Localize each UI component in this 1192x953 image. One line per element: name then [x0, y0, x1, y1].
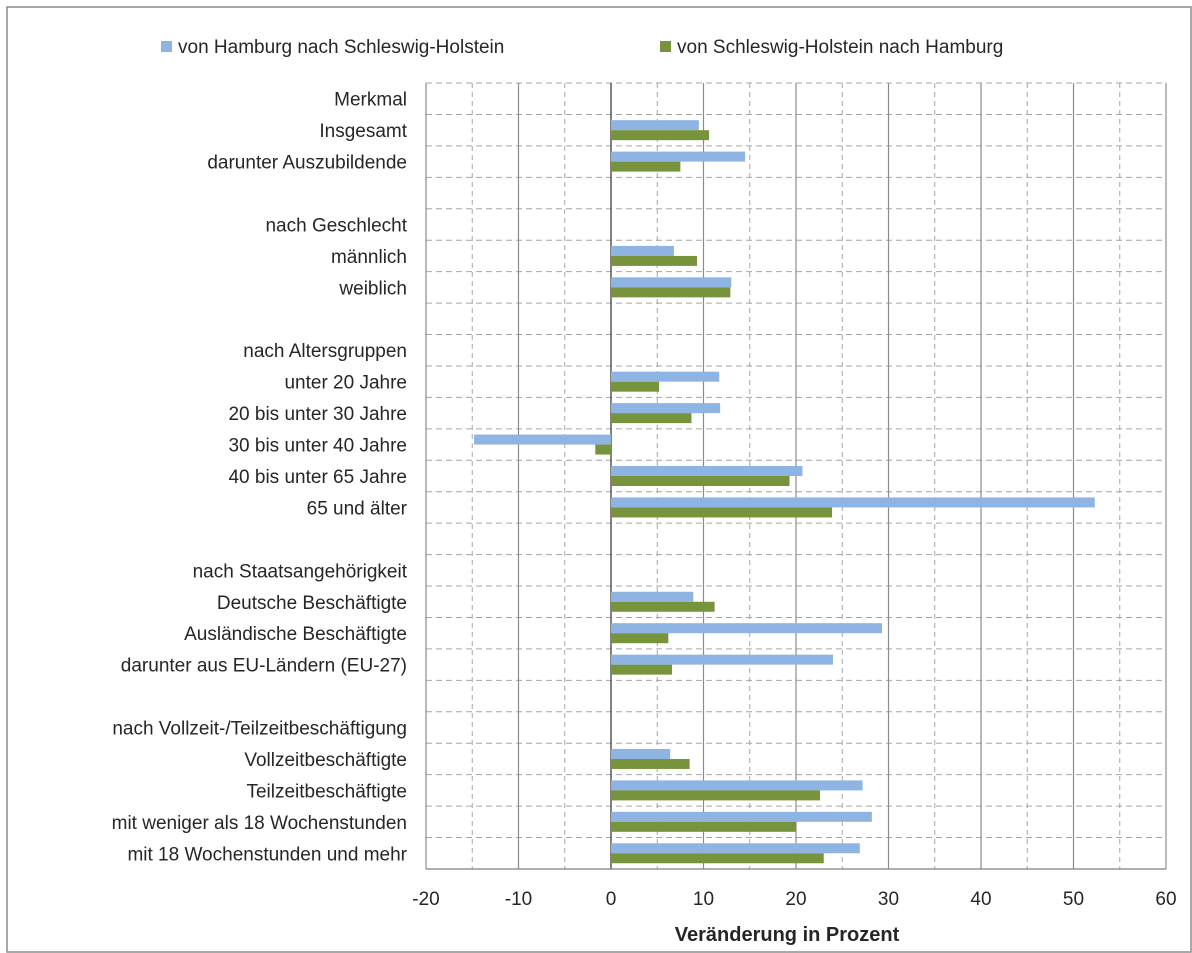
x-tick-label: 50 — [1063, 889, 1084, 910]
x-tick-label: 0 — [606, 889, 617, 910]
category-label: Deutsche Beschäftigte — [217, 593, 407, 614]
bar-hh-to-sh — [611, 623, 883, 634]
category-label: 65 und älter — [307, 498, 408, 519]
category-label: weiblich — [338, 278, 407, 299]
bar-sh-to-hh — [611, 287, 731, 298]
legend-swatch-hh-sh — [161, 41, 172, 52]
bar-hh-to-sh — [474, 434, 611, 445]
bar-sh-to-hh — [611, 758, 690, 769]
x-axis-title: Veränderung in Prozent — [675, 924, 900, 946]
legend-swatch-sh-hh — [660, 41, 671, 52]
category-label: nach Geschlecht — [265, 215, 407, 236]
bar-sh-to-hh — [611, 853, 824, 864]
bars-layer — [474, 120, 1095, 864]
bar-hh-to-sh — [611, 403, 721, 414]
x-tick-label: 20 — [785, 889, 806, 910]
bar-hh-to-sh — [611, 120, 699, 131]
category-label: Ausländische Beschäftigte — [184, 624, 407, 645]
bar-hh-to-sh — [611, 466, 803, 476]
bar-hh-to-sh — [611, 497, 1095, 508]
category-label: Merkmal — [334, 90, 407, 111]
x-tick-label: -10 — [505, 889, 532, 910]
category-label: 30 bis unter 40 Jahre — [228, 436, 407, 457]
category-label: 40 bis unter 65 Jahre — [228, 467, 407, 488]
x-tick-label: -20 — [412, 889, 439, 910]
bar-sh-to-hh — [611, 130, 710, 141]
x-tick-labels: -20 -10 0 10 20 30 40 50 60 — [412, 889, 1176, 910]
category-label: nach Vollzeit-/Teilzeitbeschäftigung — [112, 719, 407, 740]
bar-sh-to-hh — [595, 444, 611, 455]
bar-sh-to-hh — [611, 161, 681, 172]
bar-hh-to-sh — [611, 151, 746, 162]
bar-hh-to-sh — [611, 245, 674, 256]
chart-frame — [6, 6, 1192, 953]
bar-sh-to-hh — [611, 601, 715, 612]
category-label: mit 18 Wochenstunden und mehr — [127, 844, 407, 865]
category-label: nach Staatsangehörigkeit — [193, 561, 408, 582]
bar-hh-to-sh — [611, 591, 694, 602]
bar-sh-to-hh — [611, 633, 669, 644]
category-label: Teilzeitbeschäftigte — [246, 781, 407, 802]
category-label: Insgesamt — [319, 121, 407, 142]
legend: von Hamburg nach Schleswig-Holstein von … — [161, 37, 1003, 58]
bar-sh-to-hh — [611, 476, 790, 486]
bar-sh-to-hh — [611, 790, 821, 801]
x-tick-label: 10 — [693, 889, 714, 910]
bar-hh-to-sh — [611, 277, 732, 288]
x-tick-label: 60 — [1155, 889, 1176, 910]
bar-sh-to-hh — [611, 381, 660, 392]
category-label: mit weniger als 18 Wochenstunden — [112, 813, 407, 834]
bar-sh-to-hh — [611, 255, 698, 266]
legend-label-sh-hh: von Schleswig-Holstein nach Hamburg — [677, 37, 1003, 58]
category-labels: Merkmal Insgesamt darunter Auszubildende na… — [112, 90, 408, 866]
bar-sh-to-hh — [611, 664, 673, 675]
bar-hh-to-sh — [611, 780, 863, 791]
x-tick-label: 40 — [970, 889, 991, 910]
bar-hh-to-sh — [611, 654, 833, 665]
category-label: Vollzeitbeschäftigte — [244, 750, 407, 771]
bar-hh-to-sh — [611, 371, 720, 382]
bar-sh-to-hh — [611, 413, 692, 424]
category-label: darunter Auszubildende — [207, 153, 407, 174]
grid-layer — [425, 82, 1167, 870]
category-label: männlich — [331, 247, 407, 268]
category-label: nach Altersgruppen — [243, 341, 407, 362]
category-label: darunter aus EU-Ländern (EU-27) — [121, 656, 407, 677]
bar-hh-to-sh — [611, 748, 671, 759]
bar-sh-to-hh — [611, 507, 833, 518]
x-tick-label: 30 — [878, 889, 899, 910]
category-label: 20 bis unter 30 Jahre — [228, 404, 407, 425]
category-label: unter 20 Jahre — [284, 373, 407, 394]
legend-label-hh-sh: von Hamburg nach Schleswig-Holstein — [178, 37, 504, 58]
bar-hh-to-sh — [611, 811, 872, 822]
bar-sh-to-hh — [611, 821, 796, 832]
bar-hh-to-sh — [611, 843, 860, 854]
